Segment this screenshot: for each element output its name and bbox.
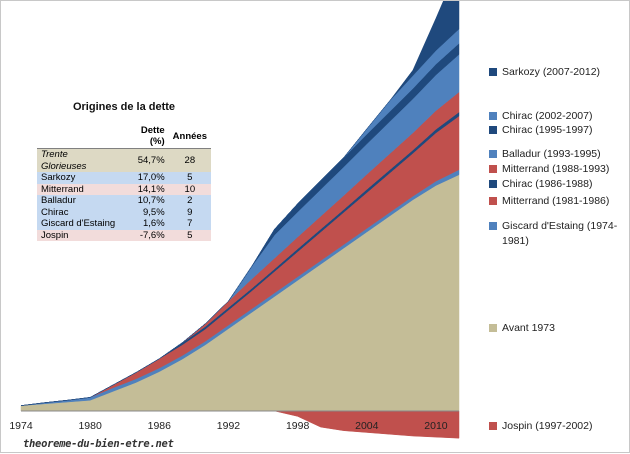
x-axis-ticks: 1974 1980 1986 1992 1998 2004 2010 — [9, 420, 447, 432]
table-cell-name: Trente Glorieuses — [37, 148, 120, 172]
table-cell-dette: -7,6% — [119, 229, 169, 241]
legend-label: Giscard d'Estaing (1974-1981) — [502, 220, 618, 247]
table-title: Origines de la dette — [72, 101, 176, 113]
legend-item: Jospin (1997-2002) — [489, 419, 620, 434]
x-tick-label: 1980 — [78, 420, 102, 432]
table-cell-name: Balladur — [37, 195, 120, 207]
legend-swatch — [489, 68, 497, 76]
table-header-row: Dette (%) Années — [37, 124, 211, 149]
table-cell-annees: 5 — [168, 229, 211, 241]
table-cell-dette: 9,5% — [119, 206, 169, 218]
legend-item: Chirac (1995-1997) — [489, 123, 620, 138]
legend-item: Chirac (1986-1988) — [489, 177, 620, 192]
table-cell-name: Mitterrand — [37, 183, 120, 195]
chart-legend: Sarkozy (2007-2012) Chirac (2002-2007) Chi… — [489, 1, 629, 454]
table-header-annees: Années — [168, 124, 211, 149]
legend-swatch — [489, 422, 497, 430]
table-row: Balladur 10,7% 2 — [37, 195, 211, 207]
watermark-text: theoreme-du-bien-etre.net — [23, 438, 174, 450]
legend-label: Chirac (1986-1988) — [502, 178, 593, 190]
table-row: Mitterrand 14,1% 10 — [37, 183, 211, 195]
table-cell-dette: 1,6% — [119, 218, 169, 230]
table-cell-dette: 14,1% — [119, 183, 169, 195]
legend-label: Jospin (1997-2002) — [502, 420, 593, 432]
table-cell-annees: 9 — [168, 206, 211, 218]
legend-swatch — [489, 180, 497, 188]
table-cell-name: Sarkozy — [37, 172, 120, 184]
legend-label: Mitterrand (1988-1993) — [502, 163, 610, 175]
table-cell-dette: 54,7% — [119, 148, 169, 172]
legend-swatch — [489, 197, 497, 205]
legend-label: Avant 1973 — [502, 322, 555, 334]
legend-item: Chirac (2002-2007) — [489, 109, 620, 124]
table-cell-annees: 10 — [168, 183, 211, 195]
legend-item: Avant 1973 — [489, 321, 620, 336]
legend-item: Mitterrand (1981-1986) — [489, 194, 620, 209]
table-row: Jospin -7,6% 5 — [37, 229, 211, 241]
x-tick-label: 2010 — [424, 420, 448, 432]
legend-label: Chirac (2002-2007) — [502, 110, 593, 122]
table-row: Chirac 9,5% 9 — [37, 206, 211, 218]
table-cell-annees: 28 — [168, 148, 211, 172]
table-header-name — [37, 124, 120, 149]
table-row: Trente Glorieuses 54,7% 28 — [37, 148, 211, 172]
legend-swatch — [489, 112, 497, 120]
table-cell-dette: 17,0% — [119, 172, 169, 184]
legend-item: Giscard d'Estaing (1974-1981) — [489, 219, 620, 249]
legend-label: Mitterrand (1981-1986) — [502, 195, 610, 207]
table-row: Giscard d'Estaing 1,6% 7 — [37, 218, 211, 230]
area-series — [20, 1, 460, 406]
table-row: Sarkozy 17,0% 5 — [37, 172, 211, 184]
table-header-dette: Dette (%) — [119, 124, 169, 149]
legend-label: Chirac (1995-1997) — [502, 124, 593, 136]
debt-origin-table: Origines de la dette Dette (%) Années Tr… — [37, 101, 211, 241]
legend-label: Sarkozy (2007-2012) — [502, 66, 601, 78]
table-cell-dette: 10,7% — [119, 195, 169, 207]
x-tick-label: 1992 — [217, 420, 241, 432]
legend-item: Sarkozy (2007-2012) — [489, 65, 620, 80]
legend-label: Balladur (1993-1995) — [502, 148, 601, 160]
debt-table: Dette (%) Années Trente Glorieuses 54,7% 2… — [37, 124, 211, 241]
legend-swatch — [489, 165, 497, 173]
table-cell-annees: 2 — [168, 195, 211, 207]
legend-item: Mitterrand (1988-1993) — [489, 162, 620, 177]
x-tick-label: 1998 — [286, 420, 310, 432]
legend-swatch — [489, 126, 497, 134]
table-cell-name: Giscard d'Estaing — [37, 218, 120, 230]
legend-swatch — [489, 324, 497, 332]
table-cell-annees: 5 — [168, 172, 211, 184]
legend-swatch — [489, 222, 497, 230]
table-cell-name: Chirac — [37, 206, 120, 218]
legend-item: Balladur (1993-1995) — [489, 147, 620, 162]
legend-swatch — [489, 150, 497, 158]
table-cell-annees: 7 — [168, 218, 211, 230]
table-cell-name: Jospin — [37, 229, 120, 241]
x-tick-label: 2004 — [355, 420, 379, 432]
x-tick-label: 1986 — [148, 420, 172, 432]
x-tick-label: 1974 — [9, 420, 33, 432]
